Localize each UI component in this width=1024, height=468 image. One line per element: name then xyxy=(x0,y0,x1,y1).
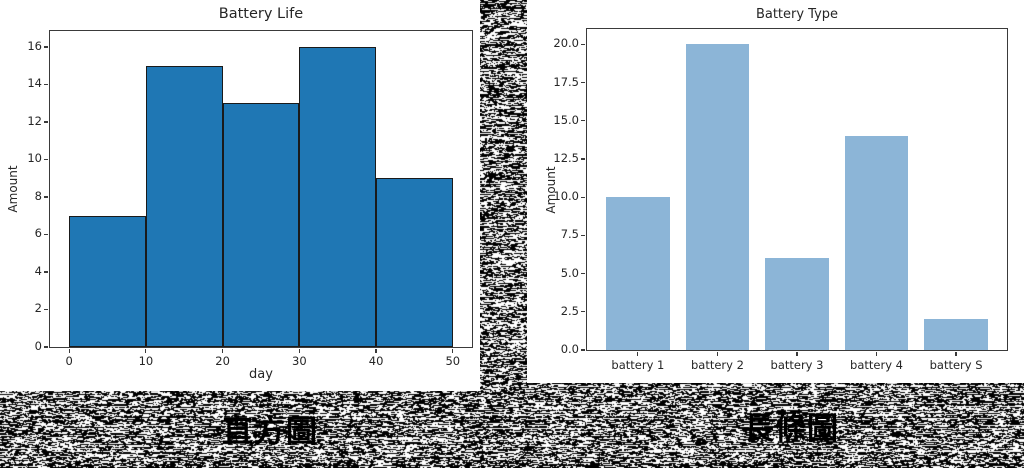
histogram-bar xyxy=(69,216,146,347)
category-label: battery 2 xyxy=(672,359,762,372)
histogram-bar xyxy=(299,47,376,347)
y-tick-mark xyxy=(44,309,48,310)
y-tick-label: 20.0 xyxy=(539,37,579,50)
x-tick-mark xyxy=(876,352,877,356)
y-tick-mark xyxy=(44,84,48,85)
y-tick-mark xyxy=(581,349,585,350)
y-tick-label: 0 xyxy=(2,340,42,353)
histogram-caption: 直方圖 xyxy=(170,406,370,451)
x-tick-mark xyxy=(145,349,146,353)
y-tick-label: 4 xyxy=(2,265,42,278)
y-tick-mark xyxy=(581,120,585,121)
x-tick-mark xyxy=(299,349,300,353)
x-tick-mark xyxy=(375,349,376,353)
y-tick-mark xyxy=(581,158,585,159)
y-tick-label: 5.0 xyxy=(539,267,579,280)
y-tick-label: 8 xyxy=(2,190,42,203)
category-label: battery S xyxy=(911,359,1001,372)
y-tick-mark xyxy=(44,159,48,160)
y-tick-mark xyxy=(581,311,585,312)
histogram-bar xyxy=(376,178,453,347)
y-tick-label: 10 xyxy=(2,152,42,165)
bar xyxy=(686,44,750,350)
y-tick-mark xyxy=(581,82,585,83)
y-tick-label: 15.0 xyxy=(539,114,579,127)
barchart-title: Battery Type xyxy=(586,7,1008,22)
category-label: battery 1 xyxy=(593,359,683,372)
y-tick-mark xyxy=(44,346,48,347)
bar xyxy=(606,197,670,350)
histogram-plot-area: 0 2 4 6 8 10 12 14 16 0 10 20 30 40 50 xyxy=(49,30,473,348)
y-tick-label: 12 xyxy=(2,115,42,128)
x-tick-mark xyxy=(69,349,70,353)
y-tick-mark xyxy=(581,235,585,236)
y-tick-mark xyxy=(44,234,48,235)
y-tick-mark xyxy=(581,44,585,45)
x-tick-mark xyxy=(637,352,638,356)
histogram-bar xyxy=(146,66,223,347)
barchart-plot-area: 0.0 2.5 5.0 7.5 10.0 12.5 15.0 17.5 20.0 battery … xyxy=(586,28,1008,351)
y-tick-mark xyxy=(44,121,48,122)
category-label: battery 3 xyxy=(752,359,842,372)
histogram-figure: Battery Life Amount 0 2 4 6 8 10 12 14 16 0 10 20 30… xyxy=(0,0,480,391)
y-tick-label: 14 xyxy=(2,77,42,90)
y-tick-mark xyxy=(44,196,48,197)
histogram-x-axis-label: day xyxy=(49,367,473,382)
bar xyxy=(845,136,909,350)
histogram-bar xyxy=(223,103,300,347)
y-tick-label: 16 xyxy=(2,40,42,53)
y-tick-label: 12.5 xyxy=(539,152,579,165)
x-tick-mark xyxy=(796,352,797,356)
y-tick-mark xyxy=(44,46,48,47)
y-tick-mark xyxy=(581,197,585,198)
category-label: battery 4 xyxy=(832,359,922,372)
y-tick-mark xyxy=(581,273,585,274)
bar xyxy=(765,258,829,350)
bar xyxy=(924,319,988,350)
x-tick-mark xyxy=(717,352,718,356)
screenshot-root: Battery Life Amount 0 2 4 6 8 10 12 14 16 0 10 20 30… xyxy=(0,0,1024,468)
y-tick-label: 7.5 xyxy=(539,228,579,241)
x-tick-mark xyxy=(955,352,956,356)
y-tick-mark xyxy=(44,271,48,272)
x-tick-mark xyxy=(452,349,453,353)
barchart-caption: 長條圖 xyxy=(691,403,891,448)
y-tick-label: 10.0 xyxy=(539,190,579,203)
y-tick-label: 6 xyxy=(2,227,42,240)
y-tick-label: 2 xyxy=(2,302,42,315)
histogram-title: Battery Life xyxy=(49,6,473,22)
barchart-figure: Battery Type Amount 0.0 2.5 5.0 7.5 10.0 12.5… xyxy=(527,0,1024,383)
y-tick-label: 17.5 xyxy=(539,76,579,89)
x-tick-mark xyxy=(222,349,223,353)
y-tick-label: 2.5 xyxy=(539,305,579,318)
y-tick-label: 0.0 xyxy=(539,343,579,356)
